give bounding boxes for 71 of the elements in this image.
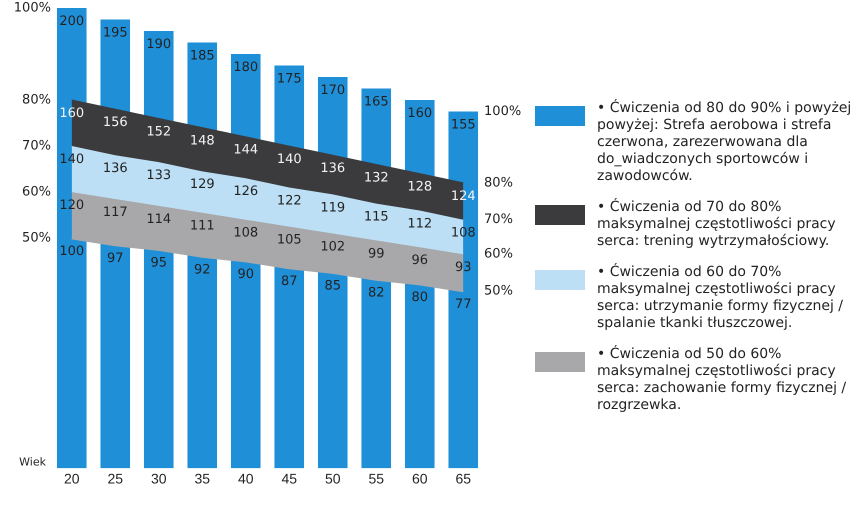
- annotation: 60%: [484, 246, 513, 262]
- annotation: 60%: [22, 184, 51, 200]
- annotation: 80%: [22, 92, 51, 108]
- x-tick-label: 40: [238, 470, 254, 486]
- legend-label: • Ćwiczenia od 50 do 60% maksymalnej częstotliwości pracy serca: zachowanie formy fizycznej / rozgrzewka.: [597, 346, 848, 414]
- legend-label: • Ćwiczenia od 70 do 80% maksymalnej częstotliwości pracy serca: trening wytrzymałościowy.: [597, 199, 837, 250]
- data-label: 85: [324, 278, 342, 294]
- annotation: 50%: [22, 230, 51, 246]
- data-label: 136: [320, 161, 346, 176]
- data-label: 99: [368, 246, 385, 262]
- x-tick-label: 30: [150, 470, 167, 486]
- data-label: 105: [276, 232, 302, 248]
- data-label: 87: [280, 274, 298, 289]
- data-label: 100: [59, 244, 84, 259]
- annotation: 100%: [484, 104, 522, 119]
- data-label: 133: [146, 168, 172, 184]
- x-tick-label: 20: [64, 470, 80, 486]
- data-label: 185: [190, 48, 215, 64]
- data-label: 140: [59, 152, 84, 167]
- x-tick-label: 25: [107, 470, 124, 486]
- data-label: 77: [454, 296, 472, 312]
- x-tick-label: 60: [412, 470, 428, 486]
- data-label: 152: [146, 124, 172, 140]
- legend-label: • Ćwiczenia od 60 do 70% maksymalnej częstotliwości pracy serca: utrzymanie formy fizycznej / spalanie tkanki tłuszczowej.: [597, 264, 844, 332]
- data-label: 170: [320, 82, 346, 98]
- data-label: 128: [407, 180, 432, 195]
- annotation: 100%: [14, 0, 51, 16]
- data-label: 165: [364, 94, 389, 110]
- x-tick-label: 35: [194, 470, 210, 486]
- annotation: 70%: [484, 212, 513, 228]
- annotation: 50%: [484, 283, 513, 298]
- data-label: 132: [364, 170, 389, 186]
- data-label: 80: [411, 290, 428, 305]
- data-label: 160: [407, 106, 432, 121]
- data-label: 195: [102, 25, 128, 40]
- annotation: 70%: [22, 138, 51, 154]
- data-label: 156: [102, 115, 128, 130]
- data-label: 136: [102, 161, 128, 176]
- data-label: 114: [146, 212, 172, 227]
- legend-label: • Ćwiczenia od 80 do 90% i powyżej powyżej: Strefa aerobowa i strefa czerwona, zarezerwowana dla do_wiadczonych sportowców i zawodowców.: [597, 100, 852, 185]
- x-tick-label: 45: [281, 470, 298, 486]
- data-label: 102: [320, 239, 346, 254]
- data-label: 144: [233, 142, 258, 158]
- data-label: 148: [190, 134, 215, 149]
- x-axis-title: Wiek: [19, 456, 47, 469]
- data-label: 108: [233, 226, 258, 241]
- data-label: 140: [276, 152, 302, 167]
- data-label: 92: [194, 262, 211, 278]
- x-tick-label: 50: [324, 470, 341, 486]
- data-label: 160: [59, 106, 84, 121]
- data-label: 119: [320, 200, 346, 216]
- x-tick-label: 55: [368, 470, 384, 486]
- data-label: 180: [233, 60, 258, 75]
- data-label: 95: [150, 255, 168, 270]
- data-label: 97: [106, 250, 124, 266]
- data-label: 122: [276, 193, 302, 208]
- data-label: 117: [102, 204, 128, 220]
- data-label: 82: [368, 285, 385, 300]
- data-label: 155: [450, 117, 476, 132]
- annotation: 80%: [484, 175, 513, 190]
- data-label: 175: [276, 71, 302, 86]
- data-label: 111: [190, 218, 215, 234]
- x-tick-label: 65: [455, 470, 472, 486]
- data-label: 126: [233, 184, 258, 200]
- data-label: 200: [59, 14, 84, 29]
- data-label: 112: [407, 216, 432, 232]
- data-label: 129: [190, 177, 215, 192]
- data-label: 90: [237, 266, 254, 282]
- data-label: 190: [146, 36, 172, 52]
- data-label: 115: [364, 209, 389, 224]
- data-label: 96: [411, 253, 428, 268]
